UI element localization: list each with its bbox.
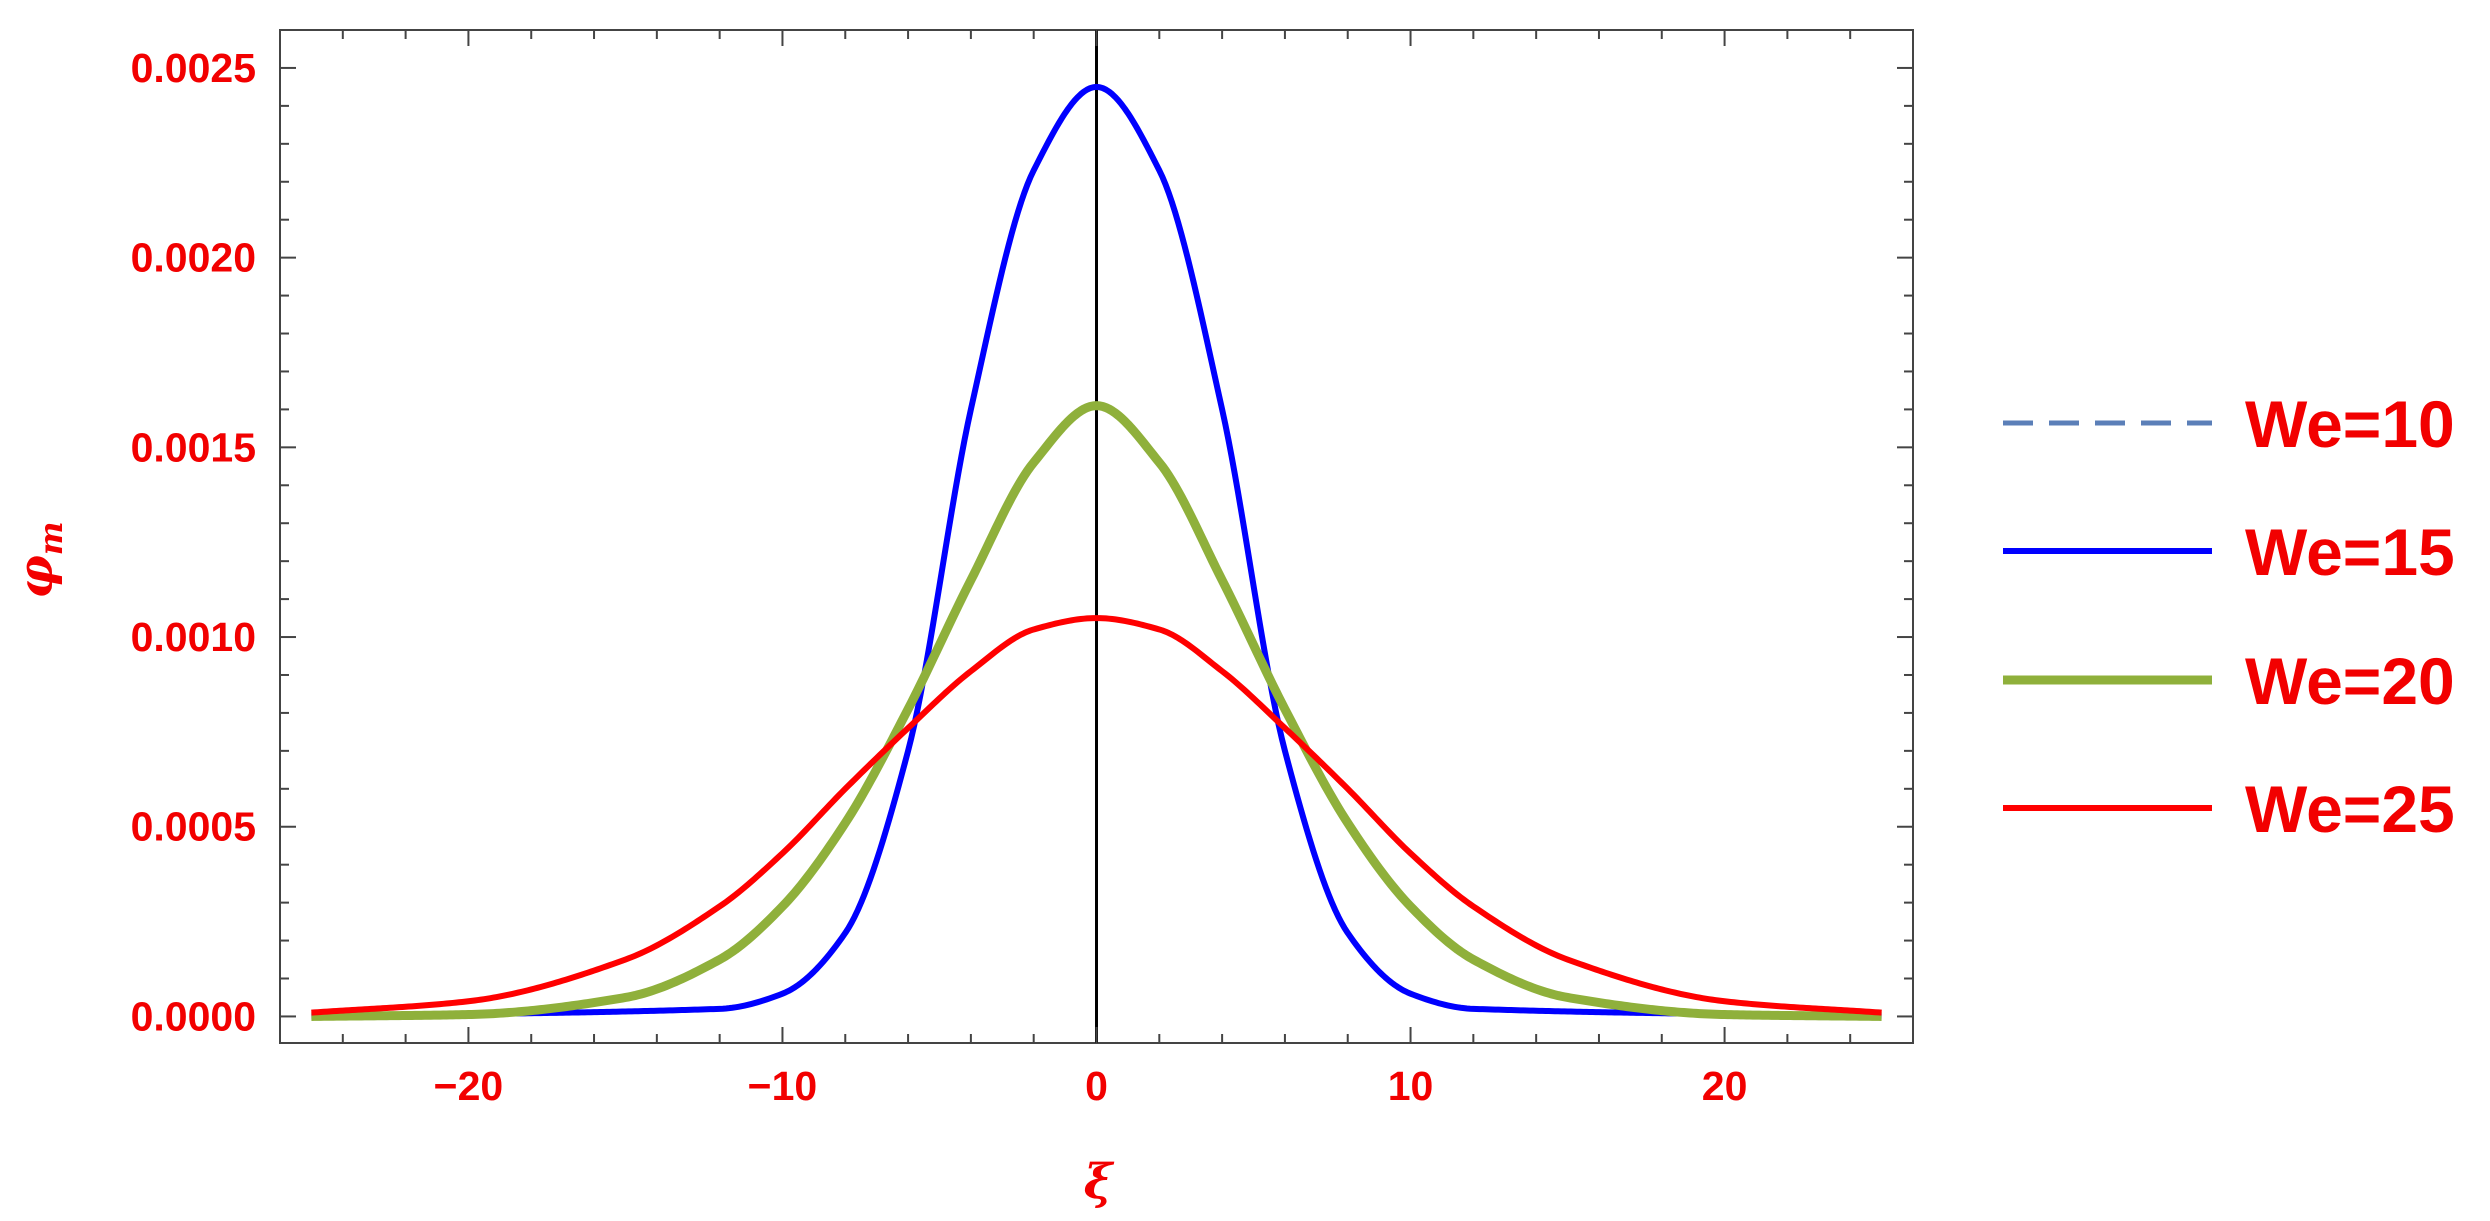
y-tick-label: 0.0025	[131, 45, 256, 91]
tick-labels: −20 −10 0 10 20 0.0000 0.0005 0.0010 0.0015 0.002…	[131, 45, 1748, 1109]
y-axis-label: φm	[8, 521, 70, 598]
plot-frame	[279, 29, 1914, 1044]
series-line-we-25	[311, 615, 1882, 1016]
legend-label: We=20	[2245, 644, 2455, 718]
legend-item: We=15	[2003, 515, 2455, 589]
y-tick-label: 0.0020	[131, 235, 256, 281]
y-tick-label: 0.0015	[131, 424, 256, 470]
x-axis-label: ξ	[1084, 1154, 1115, 1210]
y-tick-label: 0.0005	[131, 804, 256, 850]
legend-label: We=15	[2245, 515, 2455, 589]
series-line-we-20	[310, 401, 1883, 1021]
x-tick-label: −20	[434, 1063, 504, 1109]
y-axis-label-sub: m	[32, 521, 70, 555]
legend-item: We=10	[2003, 387, 2455, 461]
axis-ticks	[279, 30, 1914, 1043]
x-tick-label: 0	[1085, 1063, 1108, 1109]
legend-label: We=10	[2245, 387, 2455, 461]
legend: We=10 We=15 We=20 We=25	[2003, 387, 2455, 846]
y-axis-label-main: φ	[8, 555, 64, 598]
legend-item: We=25	[2003, 772, 2455, 846]
y-tick-label: 0.0000	[131, 993, 256, 1039]
x-tick-label: 10	[1388, 1063, 1434, 1109]
x-tick-label: −10	[748, 1063, 818, 1109]
series-line-we-15	[311, 83, 1882, 1020]
legend-label: We=25	[2245, 772, 2455, 846]
legend-item: We=20	[2003, 644, 2455, 718]
y-tick-label: 0.0010	[131, 614, 256, 660]
series-lines	[310, 83, 1883, 1021]
x-tick-label: 20	[1702, 1063, 1748, 1109]
